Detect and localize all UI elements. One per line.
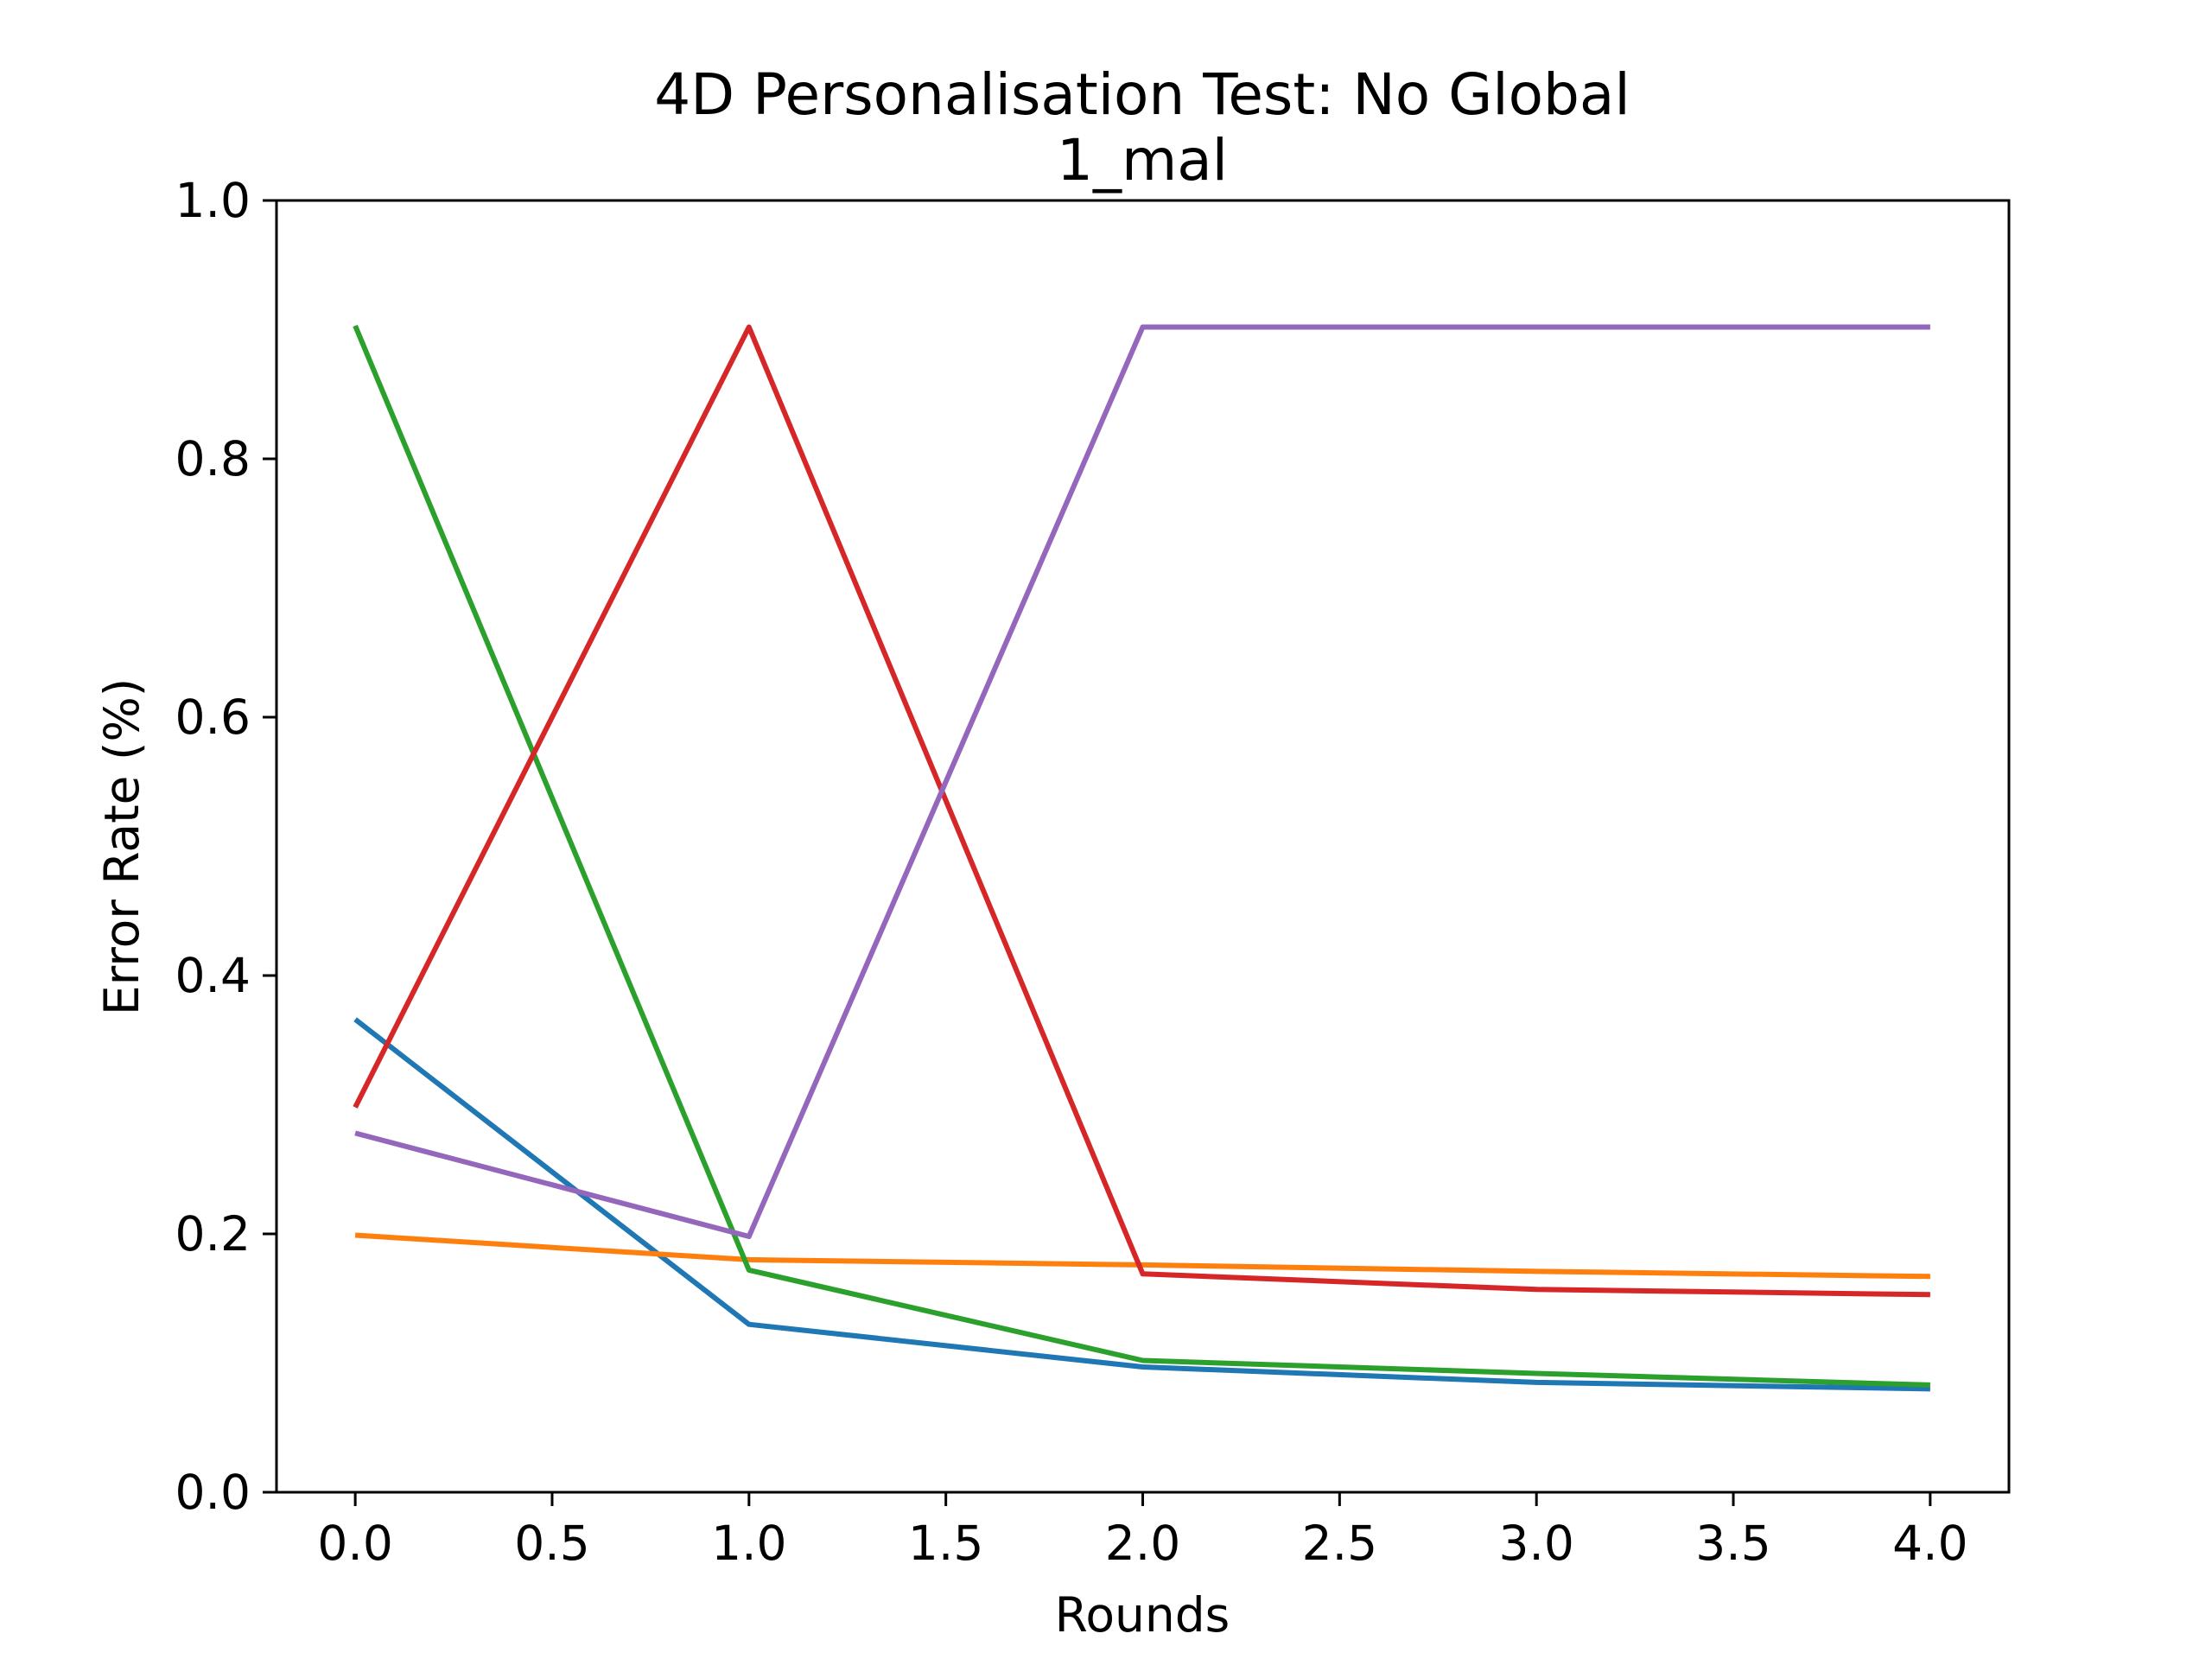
x-tick-label: 1.0 [711, 1516, 786, 1571]
series-line-2 [354, 1232, 1930, 1280]
y-tick-label: 0.4 [175, 948, 251, 1003]
x-tick-label: 2.5 [1302, 1516, 1377, 1571]
x-tick-label: 2.0 [1105, 1516, 1180, 1571]
series-line-4 [353, 324, 1930, 1298]
y-tick-label: 1.0 [175, 173, 251, 228]
series-layer [353, 324, 1930, 1392]
y-tick-label: 0.8 [175, 431, 251, 486]
x-tick-label: 4.0 [1892, 1516, 1967, 1571]
x-axis-label: Rounds [1055, 1587, 1230, 1643]
y-tick-label: 0.2 [175, 1206, 251, 1262]
chart-title: 4D Personalisation Test: No Global [654, 61, 1630, 128]
series-line-5 [354, 324, 1930, 1239]
y-axis-label: Error Rate (%) [94, 678, 149, 1015]
series-line-3 [353, 324, 1930, 1388]
chart-subtitle: 1_mal [1057, 127, 1228, 194]
y-tick-label: 0.0 [175, 1465, 251, 1520]
series-line-1 [353, 1017, 1930, 1392]
y-tick-label: 0.6 [175, 690, 251, 745]
x-tick-label: 0.5 [514, 1516, 589, 1571]
x-tick-label: 0.0 [317, 1516, 392, 1571]
x-tick-label: 3.5 [1695, 1516, 1770, 1571]
plot-area-frame [275, 199, 2011, 1494]
x-axis-ticks: 0.0 0.5 1.0 1.5 2.0 2.5 3.0 3.5 4.0 [317, 1492, 1968, 1571]
y-axis-ticks: 0.0 0.2 0.4 0.6 0.8 1.0 [175, 173, 276, 1520]
x-tick-label: 1.5 [908, 1516, 983, 1571]
x-tick-label: 3.0 [1498, 1516, 1573, 1571]
